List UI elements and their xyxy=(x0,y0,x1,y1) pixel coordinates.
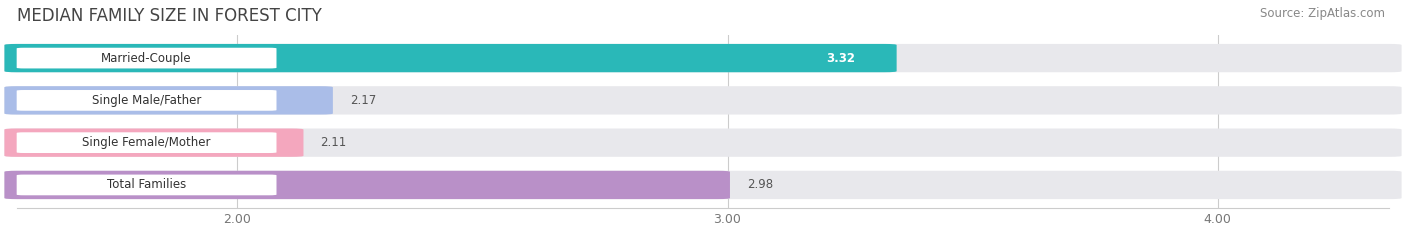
Text: 2.11: 2.11 xyxy=(321,136,347,149)
FancyBboxPatch shape xyxy=(17,90,277,111)
Text: Married-Couple: Married-Couple xyxy=(101,51,191,65)
FancyBboxPatch shape xyxy=(4,44,1402,72)
Text: 3.32: 3.32 xyxy=(825,51,855,65)
FancyBboxPatch shape xyxy=(4,128,304,157)
Text: 2.98: 2.98 xyxy=(747,178,773,192)
FancyBboxPatch shape xyxy=(4,171,1402,199)
FancyBboxPatch shape xyxy=(17,175,277,195)
Text: Source: ZipAtlas.com: Source: ZipAtlas.com xyxy=(1260,7,1385,20)
FancyBboxPatch shape xyxy=(17,132,277,153)
Text: 2.17: 2.17 xyxy=(350,94,377,107)
FancyBboxPatch shape xyxy=(4,86,333,115)
FancyBboxPatch shape xyxy=(4,86,1402,115)
Text: Total Families: Total Families xyxy=(107,178,186,192)
Text: MEDIAN FAMILY SIZE IN FOREST CITY: MEDIAN FAMILY SIZE IN FOREST CITY xyxy=(17,7,322,25)
FancyBboxPatch shape xyxy=(4,44,897,72)
Text: Single Male/Father: Single Male/Father xyxy=(91,94,201,107)
FancyBboxPatch shape xyxy=(4,171,730,199)
Text: Single Female/Mother: Single Female/Mother xyxy=(83,136,211,149)
FancyBboxPatch shape xyxy=(4,128,1402,157)
FancyBboxPatch shape xyxy=(17,48,277,69)
